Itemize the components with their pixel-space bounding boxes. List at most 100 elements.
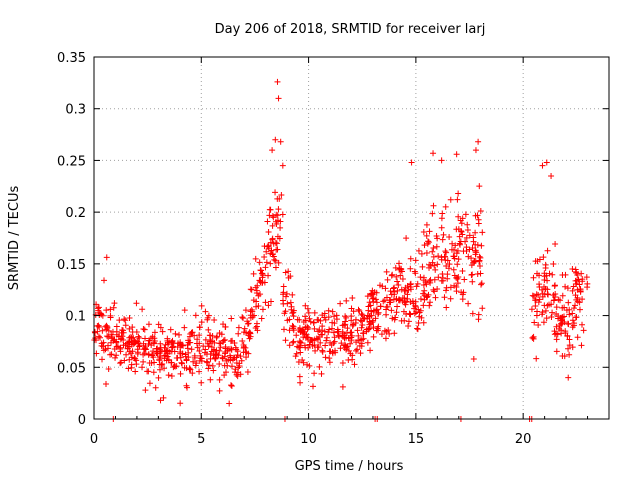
data-point <box>186 333 193 340</box>
data-point <box>378 331 385 338</box>
data-point <box>391 291 398 298</box>
data-point <box>365 307 372 314</box>
data-point <box>426 302 433 309</box>
data-point <box>136 334 143 341</box>
data-point <box>156 366 163 373</box>
data-point <box>435 253 442 260</box>
data-point <box>158 361 165 368</box>
data-point <box>189 329 196 336</box>
x-tick-label: 5 <box>197 432 205 447</box>
data-point <box>226 346 233 353</box>
data-point <box>573 296 580 303</box>
data-point <box>556 325 563 332</box>
data-point <box>142 335 149 342</box>
data-point <box>548 313 555 320</box>
data-point <box>420 319 427 326</box>
y-axis-label: SRMTID / TECUs <box>7 186 22 291</box>
data-point <box>348 305 355 312</box>
data-point <box>305 309 312 316</box>
data-point <box>164 353 171 360</box>
data-point <box>295 344 302 351</box>
data-point <box>262 299 269 306</box>
data-point <box>355 306 362 313</box>
data-point <box>267 206 274 213</box>
data-point <box>407 255 414 262</box>
data-point <box>540 319 547 326</box>
data-point <box>228 382 235 389</box>
data-point <box>455 213 462 220</box>
data-point <box>158 348 165 355</box>
data-point <box>279 162 286 169</box>
data-point <box>257 291 264 298</box>
data-point <box>452 242 459 249</box>
data-point <box>454 261 461 268</box>
data-point <box>360 329 367 336</box>
data-point <box>189 370 196 377</box>
data-point <box>275 259 282 266</box>
data-point <box>142 387 149 394</box>
data-point <box>274 246 281 253</box>
data-point <box>269 222 276 229</box>
data-point <box>453 284 460 291</box>
data-point <box>118 359 125 366</box>
data-point <box>228 382 235 389</box>
data-point <box>319 348 326 355</box>
data-point <box>412 270 419 277</box>
data-point <box>250 270 257 277</box>
data-point <box>423 249 430 256</box>
data-point <box>528 306 535 313</box>
data-point <box>562 283 569 290</box>
data-point <box>219 338 226 345</box>
data-point <box>388 272 395 279</box>
data-point <box>414 280 421 287</box>
data-point <box>307 336 314 343</box>
data-point <box>220 337 227 344</box>
data-point <box>466 232 473 239</box>
data-point <box>197 355 204 362</box>
data-point <box>267 250 274 257</box>
data-point <box>411 305 418 312</box>
data-point <box>373 299 380 306</box>
data-point <box>228 315 235 322</box>
data-point <box>458 228 465 235</box>
data-point <box>240 315 247 322</box>
data-point <box>306 315 313 322</box>
data-point <box>311 341 318 348</box>
data-point <box>375 309 382 316</box>
data-point <box>273 211 280 218</box>
data-point <box>181 364 188 371</box>
data-point <box>565 299 572 306</box>
data-point <box>205 312 212 319</box>
data-point <box>572 314 579 321</box>
data-point <box>455 190 462 197</box>
x-tick-label: 10 <box>300 432 317 447</box>
data-point <box>540 254 547 261</box>
data-point <box>276 235 283 242</box>
data-point <box>330 329 337 336</box>
data-point <box>211 316 218 323</box>
data-point <box>317 339 324 346</box>
y-tick-label: 0.25 <box>57 154 86 169</box>
data-point <box>216 376 223 383</box>
data-point <box>294 316 301 323</box>
data-point <box>221 353 228 360</box>
data-point <box>561 353 568 360</box>
data-point <box>447 295 454 302</box>
data-point <box>243 354 250 361</box>
data-point <box>136 343 143 350</box>
data-point <box>359 312 366 319</box>
data-point <box>125 339 132 346</box>
data-point <box>179 360 186 367</box>
data-point <box>235 330 242 337</box>
data-point <box>161 347 168 354</box>
data-point <box>103 380 110 387</box>
data-point <box>246 335 253 342</box>
data-point <box>379 283 386 290</box>
data-point <box>183 382 190 389</box>
data-point <box>286 316 293 323</box>
data-point <box>133 328 140 335</box>
data-point <box>438 256 445 263</box>
data-point <box>423 294 430 301</box>
data-point <box>323 337 330 344</box>
